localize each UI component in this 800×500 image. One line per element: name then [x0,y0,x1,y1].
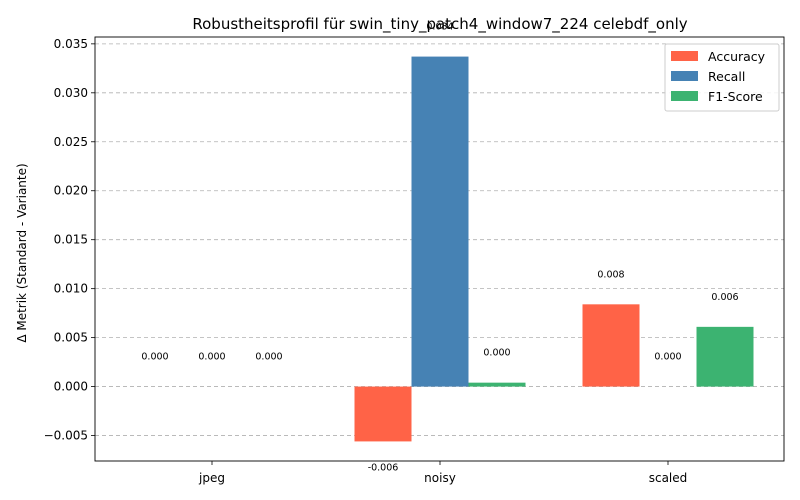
legend-swatch [671,51,698,61]
data-label: 0.006 [711,292,738,303]
axes-group: −0.005 0.000 0.005 0.010 0.015 0.020 0.025 0.03… [44,36,785,485]
data-labels-group: 0.000 0.000 0.000 -0.006 0.034 0.000 0.008 0.00… [141,22,738,474]
data-label: 0.000 [141,352,168,363]
bar-accuracy-scaled [582,304,640,387]
y-tick-label: 0.015 [54,233,88,247]
plot-frame [94,36,785,462]
bar-accuracy-noisy [354,386,412,442]
x-tick-label: scaled [649,471,688,485]
legend-label: Accuracy [708,49,766,64]
legend: Accuracy Recall F1-Score [664,43,780,112]
data-label: 0.034 [426,22,453,33]
data-label: 0.008 [597,269,624,280]
y-tick-label: 0.000 [54,380,88,394]
legend-swatch [671,71,698,81]
data-label: 0.000 [654,352,681,363]
y-tick-label: 0.020 [54,184,88,198]
legend-label: F1-Score [708,89,763,104]
y-tick-label: 0.030 [54,86,88,100]
chart-title: Robustheitsprofil für swin_tiny_patch4_w… [192,15,687,34]
data-label: -0.006 [368,462,399,473]
y-tick-label: −0.005 [44,429,88,443]
bar-f1-score-noisy [468,382,526,387]
x-tick-label: jpeg [198,471,225,485]
data-label: 0.000 [255,352,282,363]
y-tick-label: 0.035 [54,37,88,51]
bar-recall-noisy [411,56,469,387]
bar-f1-score-scaled [696,326,754,387]
y-tick-label: 0.025 [54,135,88,149]
data-label: 0.000 [198,352,225,363]
legend-label: Recall [708,69,745,84]
y-tick-label: 0.005 [54,331,88,345]
y-tick-label: 0.010 [54,282,88,296]
data-label: 0.000 [483,348,510,359]
bars-group [354,56,754,442]
x-tick-label: noisy [424,471,456,485]
y-axis-label: Δ Metrik (Standard - Variante) [15,163,29,342]
legend-swatch [671,91,698,101]
